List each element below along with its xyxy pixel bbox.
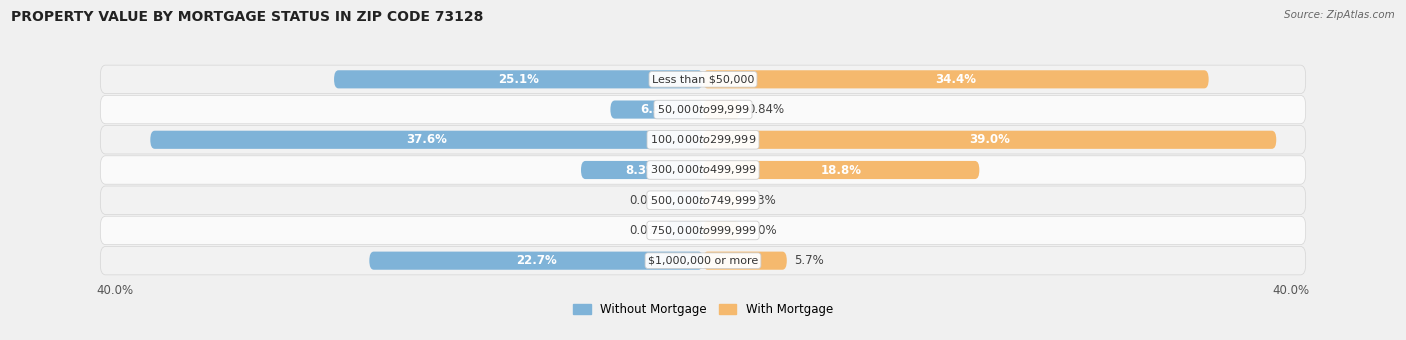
Text: 0.84%: 0.84% xyxy=(747,103,785,116)
FancyBboxPatch shape xyxy=(703,252,787,270)
Text: 37.6%: 37.6% xyxy=(406,133,447,146)
FancyBboxPatch shape xyxy=(100,246,1306,275)
Text: PROPERTY VALUE BY MORTGAGE STATUS IN ZIP CODE 73128: PROPERTY VALUE BY MORTGAGE STATUS IN ZIP… xyxy=(11,10,484,24)
Text: $300,000 to $499,999: $300,000 to $499,999 xyxy=(650,164,756,176)
FancyBboxPatch shape xyxy=(703,221,740,239)
FancyBboxPatch shape xyxy=(100,95,1306,124)
FancyBboxPatch shape xyxy=(666,191,703,209)
Text: $1,000,000 or more: $1,000,000 or more xyxy=(648,256,758,266)
FancyBboxPatch shape xyxy=(150,131,703,149)
Text: 0.0%: 0.0% xyxy=(747,224,776,237)
Text: 0.0%: 0.0% xyxy=(630,224,659,237)
Legend: Without Mortgage, With Mortgage: Without Mortgage, With Mortgage xyxy=(568,298,838,321)
FancyBboxPatch shape xyxy=(100,216,1306,245)
Text: $100,000 to $299,999: $100,000 to $299,999 xyxy=(650,133,756,146)
Text: Less than $50,000: Less than $50,000 xyxy=(652,74,754,84)
Text: 0.0%: 0.0% xyxy=(630,194,659,207)
Text: 34.4%: 34.4% xyxy=(935,73,976,86)
Text: 8.3%: 8.3% xyxy=(626,164,658,176)
Text: $50,000 to $99,999: $50,000 to $99,999 xyxy=(657,103,749,116)
Text: 18.8%: 18.8% xyxy=(821,164,862,176)
Text: 22.7%: 22.7% xyxy=(516,254,557,267)
Text: 6.3%: 6.3% xyxy=(640,103,673,116)
Text: 5.7%: 5.7% xyxy=(794,254,824,267)
Text: 1.3%: 1.3% xyxy=(747,194,778,207)
FancyBboxPatch shape xyxy=(666,221,703,239)
FancyBboxPatch shape xyxy=(100,65,1306,94)
Text: 39.0%: 39.0% xyxy=(969,133,1010,146)
FancyBboxPatch shape xyxy=(335,70,703,88)
FancyBboxPatch shape xyxy=(100,125,1306,154)
FancyBboxPatch shape xyxy=(100,156,1306,184)
FancyBboxPatch shape xyxy=(581,161,703,179)
FancyBboxPatch shape xyxy=(610,101,703,119)
Text: 25.1%: 25.1% xyxy=(498,73,538,86)
FancyBboxPatch shape xyxy=(703,161,980,179)
FancyBboxPatch shape xyxy=(370,252,703,270)
FancyBboxPatch shape xyxy=(703,131,1277,149)
Text: $500,000 to $749,999: $500,000 to $749,999 xyxy=(650,194,756,207)
Text: Source: ZipAtlas.com: Source: ZipAtlas.com xyxy=(1284,10,1395,20)
FancyBboxPatch shape xyxy=(703,101,740,119)
FancyBboxPatch shape xyxy=(100,186,1306,215)
FancyBboxPatch shape xyxy=(703,191,740,209)
Text: $750,000 to $999,999: $750,000 to $999,999 xyxy=(650,224,756,237)
FancyBboxPatch shape xyxy=(703,70,1209,88)
